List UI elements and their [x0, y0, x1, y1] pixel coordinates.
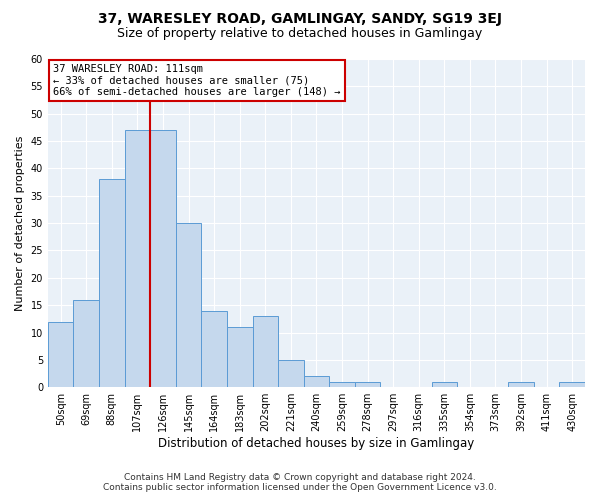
X-axis label: Distribution of detached houses by size in Gamlingay: Distribution of detached houses by size … — [158, 437, 475, 450]
Bar — [508, 382, 534, 387]
Text: Size of property relative to detached houses in Gamlingay: Size of property relative to detached ho… — [118, 28, 482, 40]
Bar — [99, 180, 125, 387]
Bar — [202, 310, 227, 387]
Text: Contains HM Land Registry data © Crown copyright and database right 2024.: Contains HM Land Registry data © Crown c… — [124, 474, 476, 482]
Bar — [329, 382, 355, 387]
Bar — [559, 382, 585, 387]
Bar — [355, 382, 380, 387]
Bar — [176, 223, 202, 387]
Bar — [73, 300, 99, 387]
Bar — [150, 130, 176, 387]
Bar — [278, 360, 304, 387]
Text: 37 WARESLEY ROAD: 111sqm
← 33% of detached houses are smaller (75)
66% of semi-d: 37 WARESLEY ROAD: 111sqm ← 33% of detach… — [53, 64, 341, 97]
Text: Contains public sector information licensed under the Open Government Licence v3: Contains public sector information licen… — [103, 484, 497, 492]
Bar — [431, 382, 457, 387]
Y-axis label: Number of detached properties: Number of detached properties — [15, 136, 25, 311]
Bar — [253, 316, 278, 387]
Bar — [304, 376, 329, 387]
Bar — [227, 327, 253, 387]
Bar — [125, 130, 150, 387]
Text: 37, WARESLEY ROAD, GAMLINGAY, SANDY, SG19 3EJ: 37, WARESLEY ROAD, GAMLINGAY, SANDY, SG1… — [98, 12, 502, 26]
Bar — [48, 322, 73, 387]
